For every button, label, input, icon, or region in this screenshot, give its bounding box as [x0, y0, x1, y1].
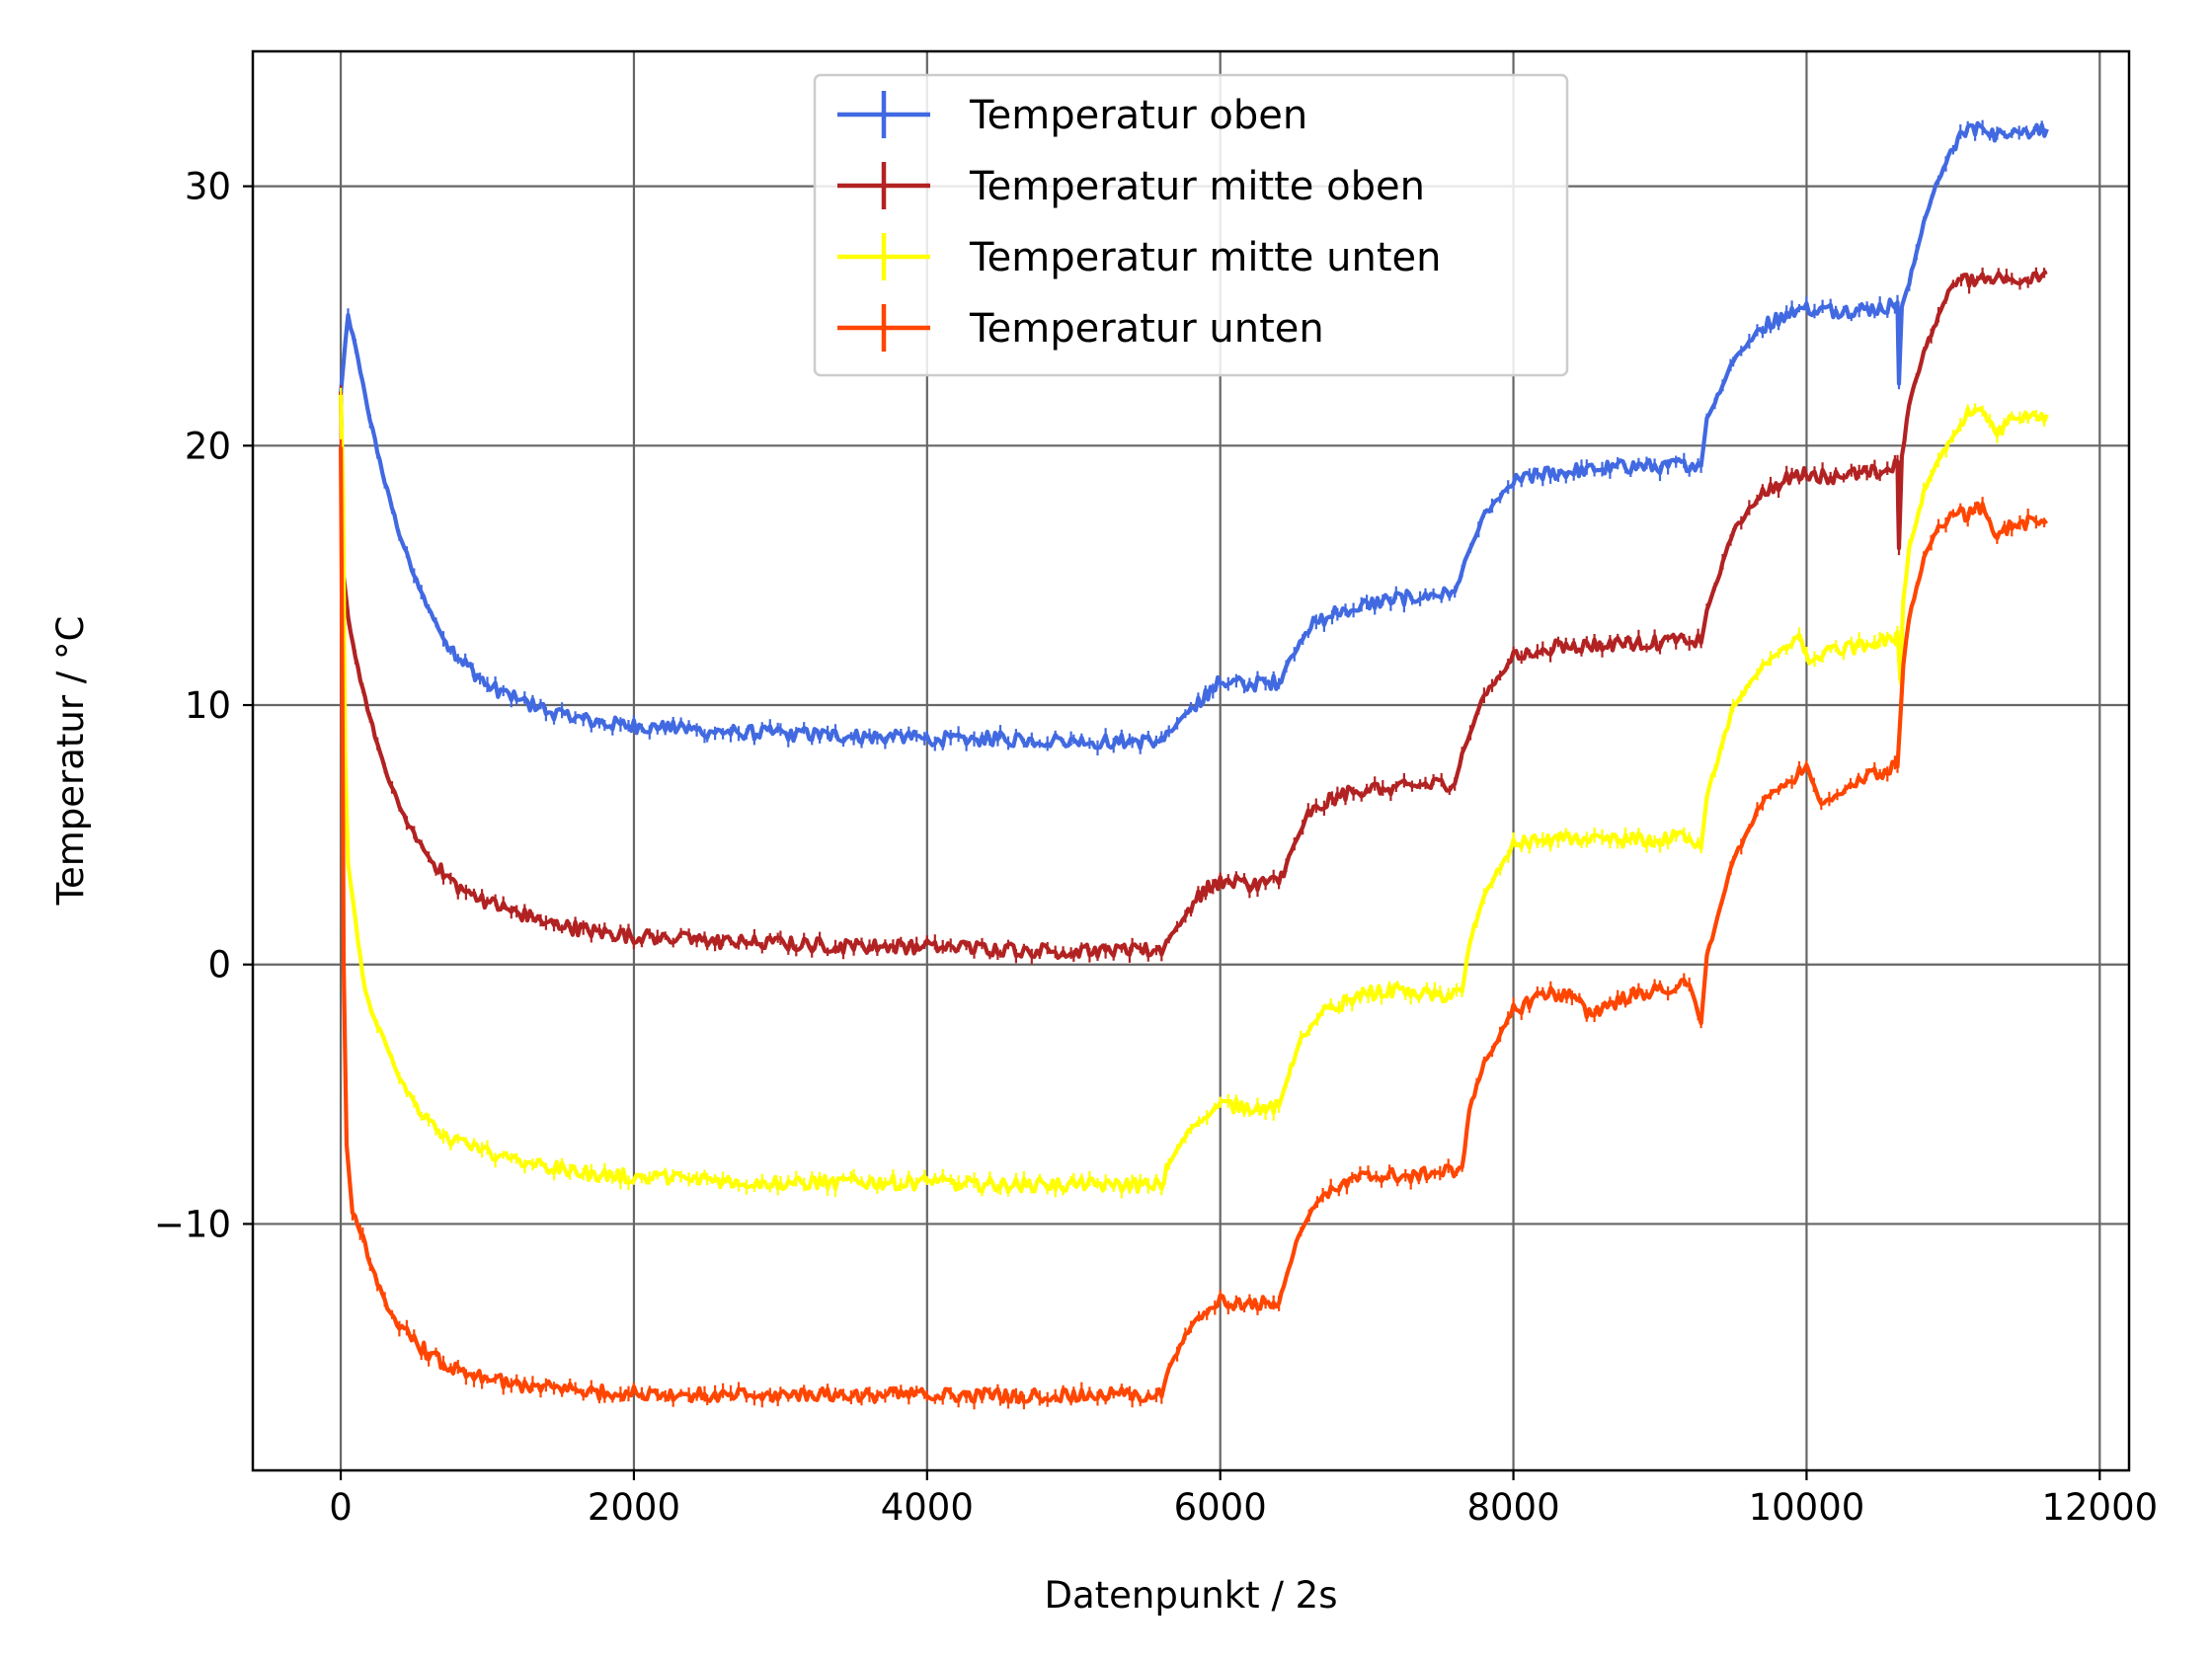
legend: Temperatur oben Temperatur mitte oben Temp…	[813, 73, 1569, 377]
plot-area	[339, 119, 2049, 1410]
y-tick-label: 10	[185, 684, 231, 727]
ticks	[243, 185, 2101, 1480]
series-line	[339, 394, 2049, 1195]
x-tick-label: 10000	[1749, 1486, 1865, 1529]
tick-labels: 0 2000 4000 6000 8000 10000 12000 −10 0 10 20 30	[154, 166, 2158, 1529]
legend-entry: Temperatur mitte unten	[837, 233, 1441, 280]
series-line	[339, 446, 2048, 1405]
legend-entry: Temperatur oben	[837, 91, 1307, 138]
series-line	[339, 120, 2049, 750]
legend-entry: Temperatur unten	[837, 304, 1324, 352]
series-1	[339, 119, 2049, 755]
y-tick-label: 0	[207, 944, 231, 987]
y-axis-title: Temperatur / °C	[49, 616, 92, 907]
x-tick-label: 0	[329, 1486, 353, 1529]
x-axis-title: Datenpunkt / 2s	[1044, 1574, 1337, 1617]
y-tick-label: −10	[154, 1203, 231, 1245]
x-tick-label: 6000	[1174, 1486, 1267, 1529]
legend-box	[813, 73, 1569, 377]
axes-frame	[251, 49, 2131, 1472]
legend-label: Temperatur mitte oben	[969, 164, 1425, 209]
y-tick-label: 20	[185, 425, 231, 467]
x-tick-label: 12000	[2041, 1486, 2158, 1529]
y-tick-label: 30	[185, 166, 231, 208]
series-2	[339, 267, 2048, 965]
legend-label: Temperatur oben	[969, 93, 1307, 138]
x-tick-label: 8000	[1466, 1486, 1559, 1529]
x-tick-label: 2000	[588, 1486, 680, 1529]
legend-label: Temperatur mitte unten	[969, 235, 1441, 280]
series-3	[339, 387, 2049, 1199]
legend-label: Temperatur unten	[969, 306, 1324, 352]
x-tick-label: 4000	[881, 1486, 974, 1529]
legend-entry: Temperatur mitte oben	[837, 162, 1425, 209]
series-4	[339, 438, 2048, 1410]
series-line	[339, 270, 2048, 961]
